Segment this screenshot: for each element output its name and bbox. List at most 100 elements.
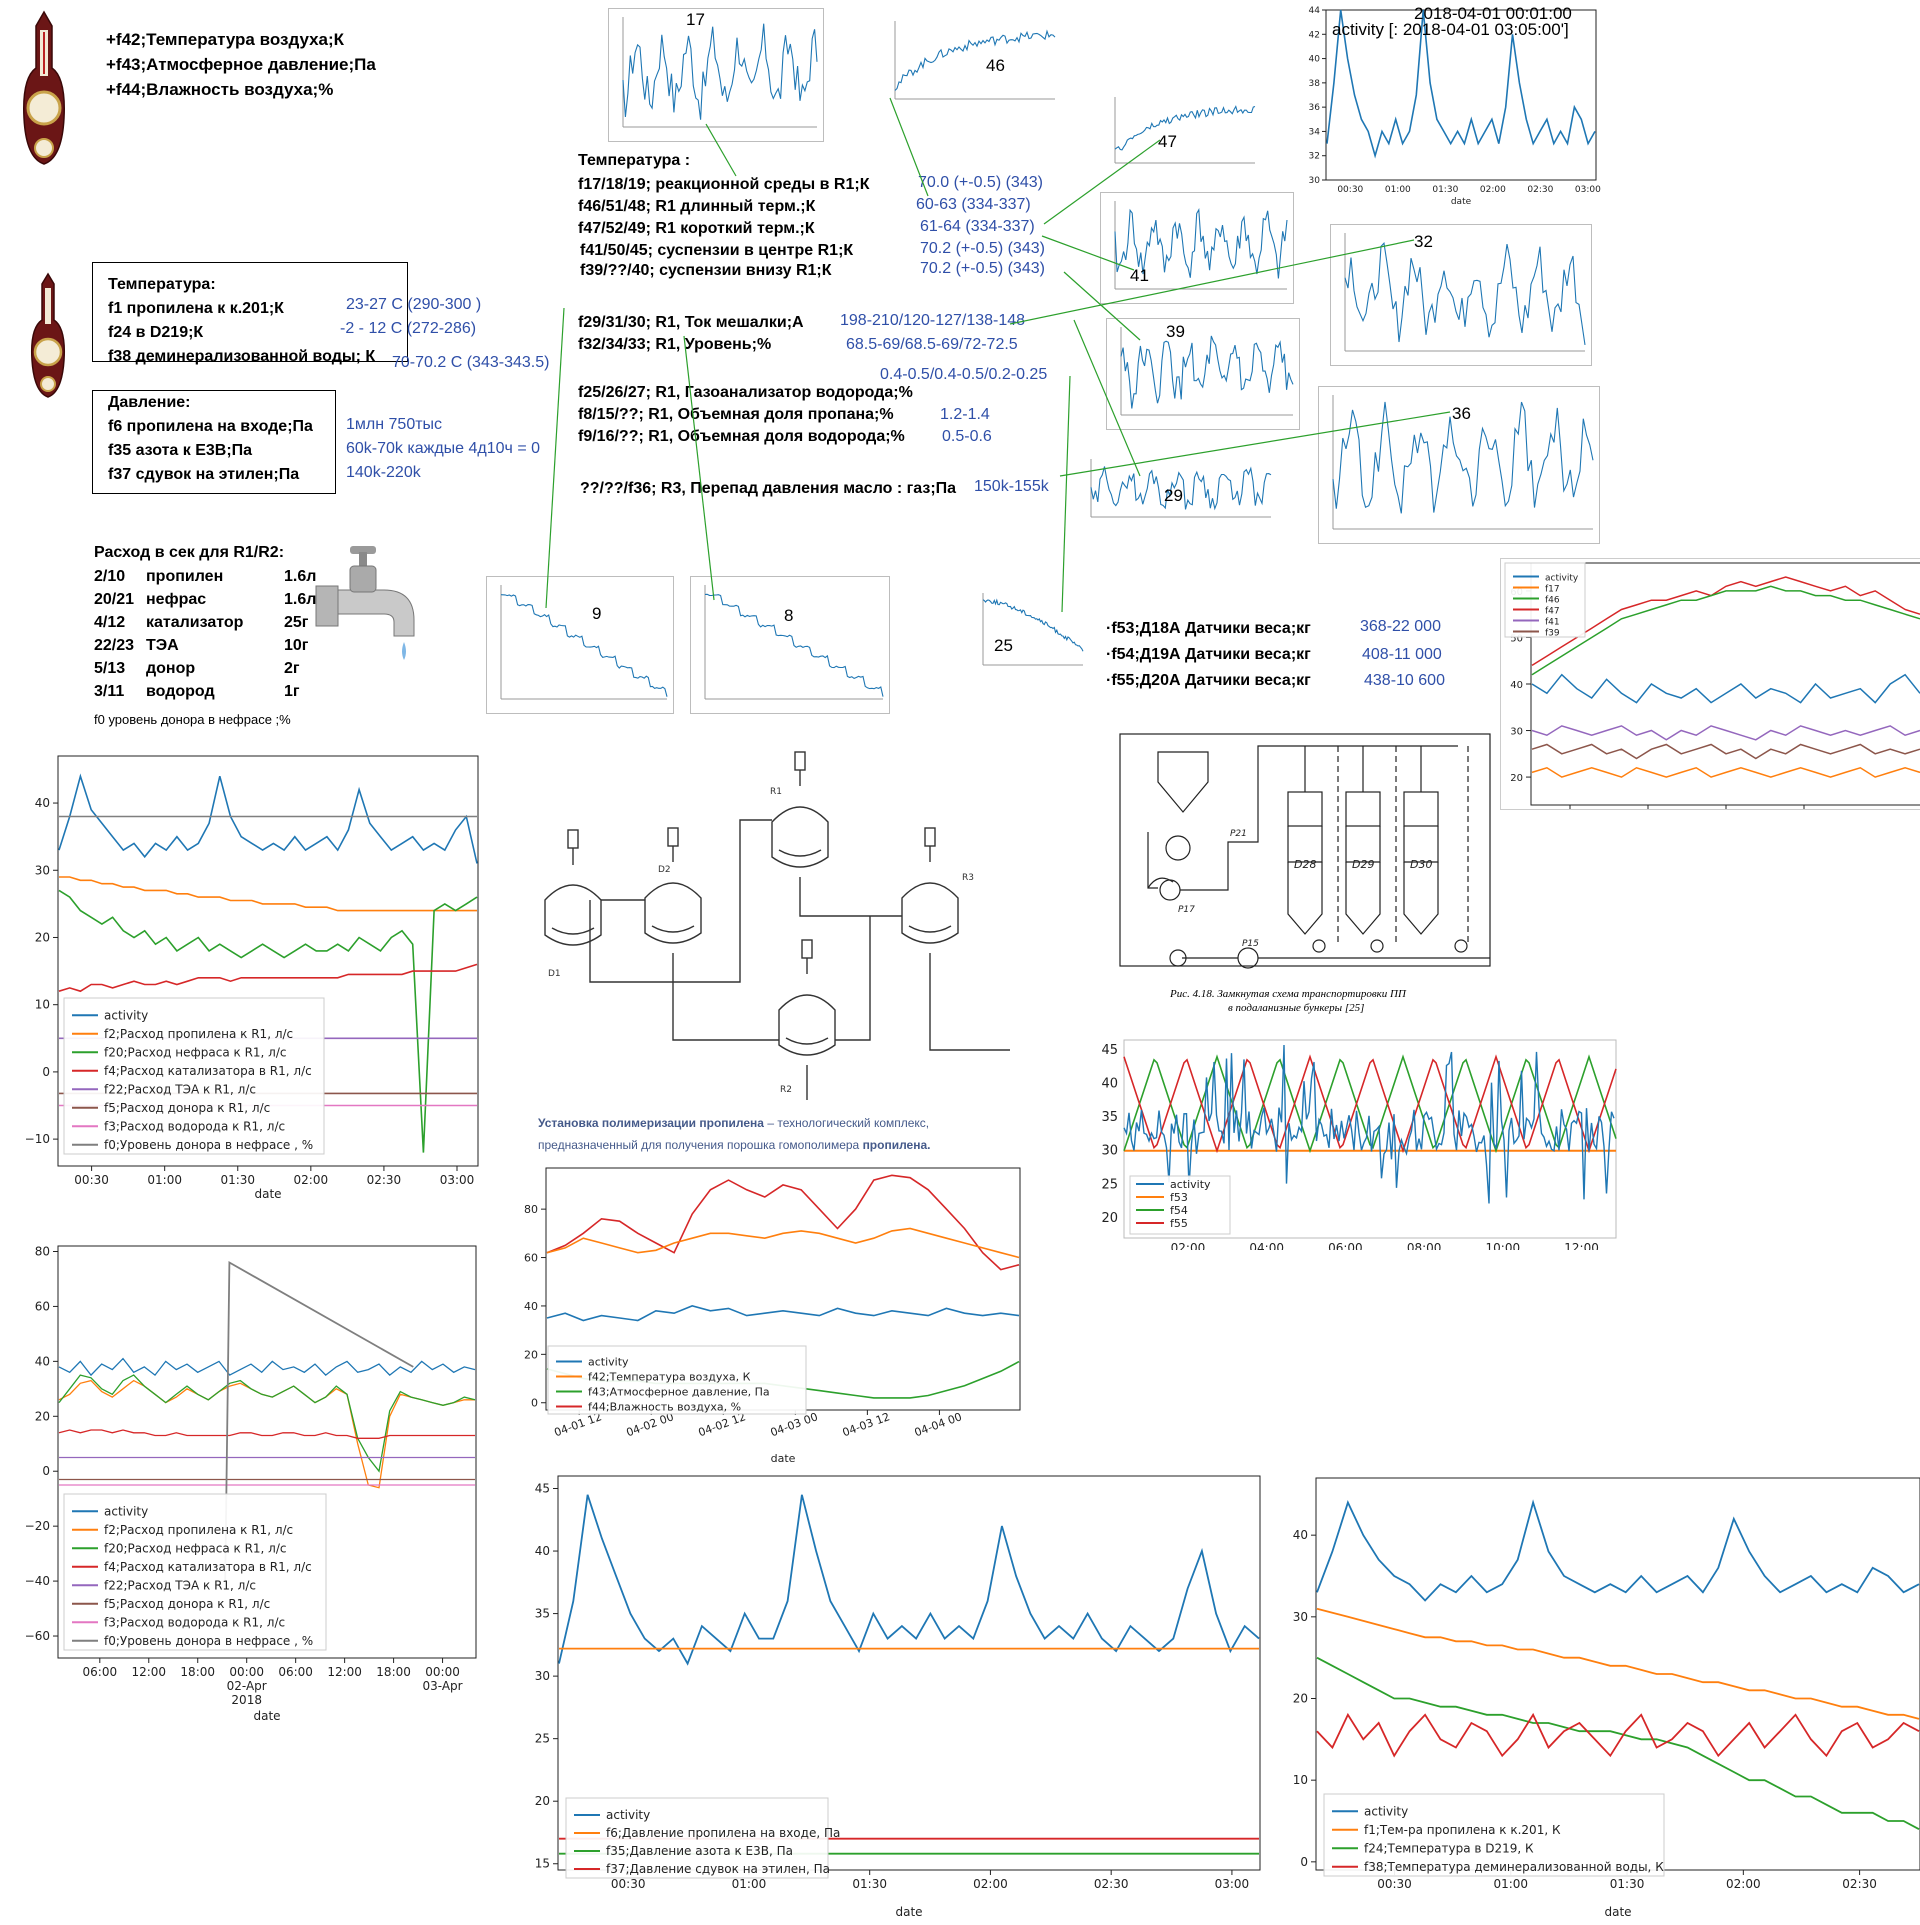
- series-line: [224, 1260, 414, 1582]
- flow-cell: ТЭА: [146, 637, 179, 654]
- x-tick-label: 01:00: [1493, 1877, 1528, 1891]
- pressure-title: Давление:: [108, 394, 191, 411]
- y-tick-label: 20: [1510, 773, 1523, 784]
- x-tick-label: 18:00: [376, 1665, 411, 1679]
- y-tick-label: 25: [535, 1732, 550, 1746]
- pressure-chart: 15 20 25 30 35 40 45 00:30 01:00 01:30 02:00 02:30 0…: [520, 1468, 1266, 1920]
- schema-label: D2: [658, 865, 671, 875]
- legend: activity f2;Расход пропилена к R1, л/с f20…: [63, 997, 325, 1155]
- thumb-series: [894, 29, 1056, 91]
- x-tick-label: 06:00: [1328, 1241, 1363, 1250]
- y-tick-label: 0: [531, 1397, 538, 1410]
- legend-label: activity: [606, 1808, 650, 1822]
- transport-label: D29: [1352, 858, 1374, 871]
- schema-caption-bold2: пропилена.: [862, 1138, 931, 1152]
- flow-cell: катализатор: [146, 614, 244, 631]
- r1-line: f17/18/19; реакционной среды в R1;К: [578, 176, 870, 193]
- flow-cell: 10г: [284, 637, 309, 654]
- thumb-number: 8: [784, 606, 794, 625]
- r1-value: 60-63 (334-337): [916, 196, 1031, 213]
- thumb-number: 32: [1414, 232, 1433, 251]
- legend-frame: [63, 997, 325, 1155]
- x-tick-label: 12:00: [327, 1665, 362, 1679]
- water-tap-icon: [314, 544, 424, 674]
- r1-line: f29/31/30; R1, Ток мешалки;А: [578, 314, 804, 331]
- series-line: [1316, 1607, 1920, 1720]
- y-tick-label: 60: [35, 1299, 50, 1313]
- thumb-number: 41: [1130, 266, 1149, 285]
- x-axis-label: date: [895, 1905, 922, 1919]
- legend-label: f44;Влажность воздуха, %: [588, 1401, 741, 1414]
- barometer-icon: [24, 270, 72, 400]
- thumb-series: [1120, 335, 1294, 409]
- thumb-series: [1114, 105, 1256, 151]
- x-tick-label: 00:30: [1377, 1877, 1412, 1891]
- thumb-number: 17: [686, 10, 705, 29]
- x-tick-label: 03:00: [440, 1173, 475, 1187]
- x-tick-label: 10:00: [1486, 1241, 1521, 1250]
- x-tick-label: 01:00: [732, 1877, 767, 1891]
- series-line: [546, 1174, 1020, 1271]
- r1-value: 61-64 (334-337): [920, 218, 1035, 235]
- y-tick-label: 0: [1300, 1855, 1308, 1869]
- x-tick-label: 02:00: [1171, 1241, 1206, 1250]
- weight-line: ·f53;Д18А Датчики веса;кг: [1106, 620, 1311, 637]
- legend-label: f3;Расход водорода к R1, л/с: [104, 1615, 285, 1629]
- flow-cell: нефрас: [146, 591, 207, 608]
- y-tick-label: 32: [1309, 152, 1320, 162]
- flow-cell: 25г: [284, 614, 309, 631]
- activity-top-chart: 30 32 34 36 38 40 42 44 00:30 01:00 01:30 02:00 02:3…: [1298, 0, 1602, 210]
- temperature-value: -2 - 12 C (272-286): [340, 320, 477, 337]
- legend-label: activity: [104, 1504, 148, 1518]
- polymerization-diagram: D1 D2 R1 R2 R3: [530, 740, 1040, 1100]
- series-line: [58, 963, 478, 993]
- y-tick-label: 35: [535, 1607, 550, 1621]
- air-line: +f43;Атмосферное давление;Па: [106, 55, 376, 74]
- flow-cell: 3/11: [94, 683, 125, 700]
- series-line: [1123, 1054, 1617, 1154]
- x-tick-label: 18:00: [180, 1665, 215, 1679]
- r1-value: 198-210/120-127/138-148: [840, 312, 1026, 329]
- flow-cell: 4/12: [94, 614, 126, 631]
- legend-label: f2;Расход пропилена к R1, л/с: [104, 1523, 293, 1537]
- plot-area: [1325, 9, 1597, 181]
- thumb-chart-8: [690, 576, 890, 714]
- y-tick-label: 40: [524, 1300, 538, 1313]
- flow-cell: 5/13: [94, 660, 126, 677]
- x-axis-label: date: [771, 1452, 796, 1465]
- y-tick-label: 80: [35, 1244, 50, 1258]
- x-tick-label: 01:30: [220, 1173, 255, 1187]
- series-line: [1123, 1044, 1615, 1204]
- weight-value: 368-22 000: [1360, 618, 1441, 635]
- x-tick-label: 00:00: [229, 1665, 264, 1679]
- weight-line: ·f55;Д20А Датчики веса;кг: [1106, 672, 1311, 689]
- thumb-chart-47: [1100, 88, 1262, 178]
- flow-cell: 2/10: [94, 568, 126, 585]
- y-tick-label: 10: [1293, 1773, 1308, 1787]
- legend-label: f5;Расход донора к R1, л/с: [104, 1101, 270, 1115]
- legend-label: f46: [1545, 596, 1560, 606]
- x-tick-label: 02:30: [1842, 1877, 1877, 1891]
- r1-temps-chart: 203040506001:0001:3002:0002:30activityf1…: [1500, 558, 1920, 826]
- legend-label: f3;Расход водорода к R1, л/с: [104, 1119, 285, 1133]
- legend-frame: [1323, 1793, 1665, 1877]
- series-line: [1531, 743, 1920, 760]
- thumb-number: 36: [1452, 404, 1471, 423]
- r1-value: 68.5-69/68.5-69/72-72.5: [846, 336, 1018, 353]
- series-line: [1531, 766, 1920, 778]
- activity-time-start: 2018-04-01 00:01:00: [1414, 4, 1572, 23]
- y-tick-label: 0: [42, 1065, 50, 1079]
- temperature-title: Температура:: [108, 276, 216, 293]
- y-tick-label: 10: [35, 998, 50, 1012]
- temperature-line: f1 пропилена к к.201;К: [108, 300, 284, 317]
- y-tick-label: 45: [1101, 1043, 1118, 1058]
- series-line: [1316, 1712, 1920, 1758]
- flow-cell: 1.6л: [284, 568, 317, 585]
- x-tick-label: 02:00: [1726, 1877, 1761, 1891]
- r1-value: 0.5-0.6: [942, 428, 992, 445]
- legend-label: f0;Уровень донора в нефрасе , %: [104, 1138, 313, 1152]
- pressure-line: f35 азота к E3B;Па: [108, 442, 253, 459]
- y-tick-label: 0: [42, 1464, 50, 1478]
- y-tick-label: −20: [25, 1519, 50, 1533]
